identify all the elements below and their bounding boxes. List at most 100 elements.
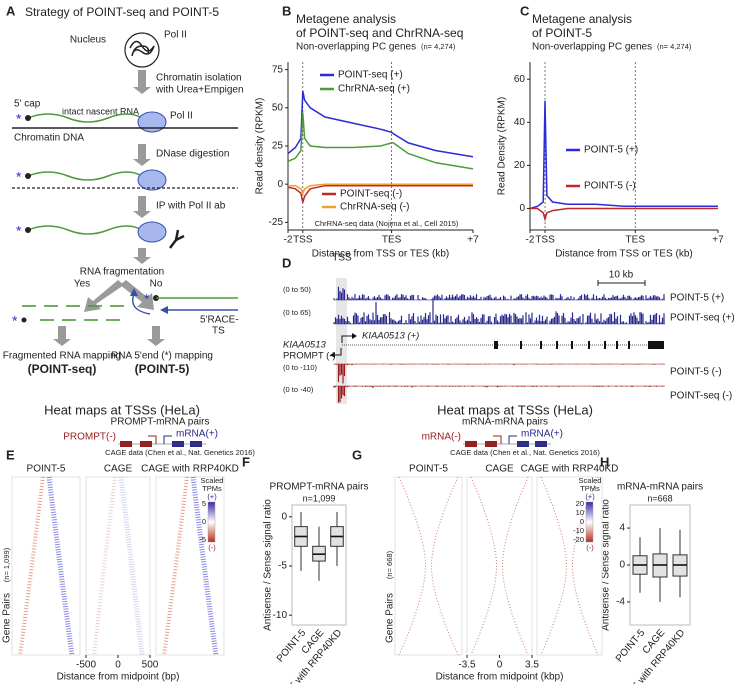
exon (540, 341, 542, 349)
cap-dot (25, 173, 31, 179)
chart-title: Metagene analysis (532, 12, 632, 26)
label: (POINT-seq) (28, 362, 97, 376)
plot-frame (291, 504, 347, 626)
coverage-track (333, 386, 665, 403)
exon (628, 341, 630, 349)
legend-label: POINT-seq (-) (340, 189, 402, 200)
scale-tick-label: 10 (576, 508, 584, 517)
scale-title: Scaled (201, 476, 224, 485)
step-arrow (133, 144, 151, 166)
gene-arrow (148, 435, 157, 444)
cap-dot (25, 227, 31, 233)
y-tick-label: -5 (278, 561, 287, 572)
pol-ii (137, 169, 167, 191)
y-axis-label: Read density (RPKM) (255, 98, 266, 195)
label: Pol II (170, 111, 193, 122)
label: Chromatin DNA (14, 133, 84, 144)
ts-arrow (132, 293, 151, 315)
exon (520, 341, 522, 349)
heatmap (11, 476, 81, 656)
nascent-rna (27, 171, 143, 181)
pol-ii (137, 221, 167, 243)
nucleus (124, 32, 160, 68)
step-arrow (147, 326, 165, 346)
x-axis-label: Distance from midpoint (bp) (57, 672, 180, 683)
heatmap-title: CAGE (485, 464, 514, 475)
chart-title: PROMPT-mRNA pairs (270, 482, 369, 493)
label: Pol II (164, 30, 187, 41)
gene-arrow (493, 435, 502, 444)
scale-tick-label: -10 (573, 526, 584, 535)
y-tick-label: 40 (514, 117, 526, 128)
legend-label: POINT-5 (+) (584, 145, 638, 156)
step-arrow (133, 248, 151, 264)
heatmap (466, 476, 533, 656)
section-title: Heat maps at TSSs (HeLa) (437, 402, 593, 417)
scale-title: TPMs (580, 484, 600, 493)
gene-label: PROMPT(-) (63, 432, 116, 443)
gene-arrow (163, 435, 172, 444)
prompt-arrow (335, 348, 342, 356)
gene-arrow (341, 335, 352, 343)
gene-arrow (508, 435, 517, 444)
arrow-head (130, 288, 138, 296)
scale-end: (+) (207, 492, 217, 501)
coverage-track (333, 298, 665, 324)
x-tick-label: TSS (293, 235, 313, 246)
legend-label: ChrRNA-seq (-) (340, 202, 409, 213)
label: TS (212, 326, 225, 337)
pol-ii (137, 111, 167, 133)
arrow-head (330, 352, 335, 358)
coverage-track (333, 286, 665, 300)
heatmap-title: CAGE (104, 464, 133, 475)
y-tick-label: -4 (616, 597, 625, 608)
label: 5'RACE- (200, 315, 239, 326)
y-axis-n: (n= 1,099) (2, 547, 11, 582)
heatmap-title: CAGE with RRP40KD (141, 464, 239, 475)
exon (648, 341, 664, 349)
track-range: (0 to -110) (283, 363, 318, 372)
legend-label: ChrRNA-seq (+) (338, 84, 410, 95)
antibody (169, 229, 185, 249)
y-tick-label: 60 (514, 74, 526, 85)
gene-label: mRNA(+) (176, 429, 218, 440)
label: PROMPT-mRNA pairs (111, 417, 210, 428)
step-arrow (53, 326, 71, 346)
scale-tick-label: -20 (573, 535, 584, 544)
label: No (150, 279, 163, 290)
y-tick-label: -25 (269, 217, 284, 228)
heatmap-signal (18, 476, 45, 656)
track-range: (0 to 65) (283, 308, 311, 317)
heatmap-title: POINT-5 (27, 464, 66, 475)
y-tick-label: 0 (277, 179, 283, 190)
heatmap-signal (118, 476, 145, 656)
nascent-rna (27, 113, 143, 123)
scale-tick-label: 5 (202, 499, 206, 508)
x-tick-label: 0 (497, 660, 503, 671)
label: with Urea+Empigen (155, 85, 244, 96)
label: DNase digestion (156, 149, 229, 160)
track-range: (0 to -40) (283, 385, 314, 394)
heatmap-signal (92, 476, 117, 656)
track-name: POINT-5 (+) (670, 293, 724, 304)
exon (616, 341, 618, 349)
panel-label: H (600, 454, 609, 469)
exon (588, 341, 590, 349)
chart-n: (n= 4,274) (657, 42, 692, 51)
label: (POINT-5) (135, 362, 190, 376)
panel-label: F (242, 454, 250, 469)
star: * (12, 313, 18, 329)
y-tick-label: 75 (272, 64, 284, 75)
x-tick-label: +7 (712, 235, 724, 246)
legend-label: POINT-5 (-) (584, 181, 636, 192)
nascent-rna (27, 225, 143, 235)
y-tick-label: -10 (273, 610, 288, 621)
track-name: POINT-seq (+) (670, 313, 735, 324)
chromatin (129, 40, 155, 57)
heatmap-signal (540, 476, 568, 656)
y-tick-label: 4 (619, 523, 625, 534)
chart-subtitle: Non-overlapping PC genes (296, 42, 416, 53)
exon (571, 341, 573, 349)
panel-label: E (6, 447, 15, 462)
color-scale (207, 501, 216, 543)
